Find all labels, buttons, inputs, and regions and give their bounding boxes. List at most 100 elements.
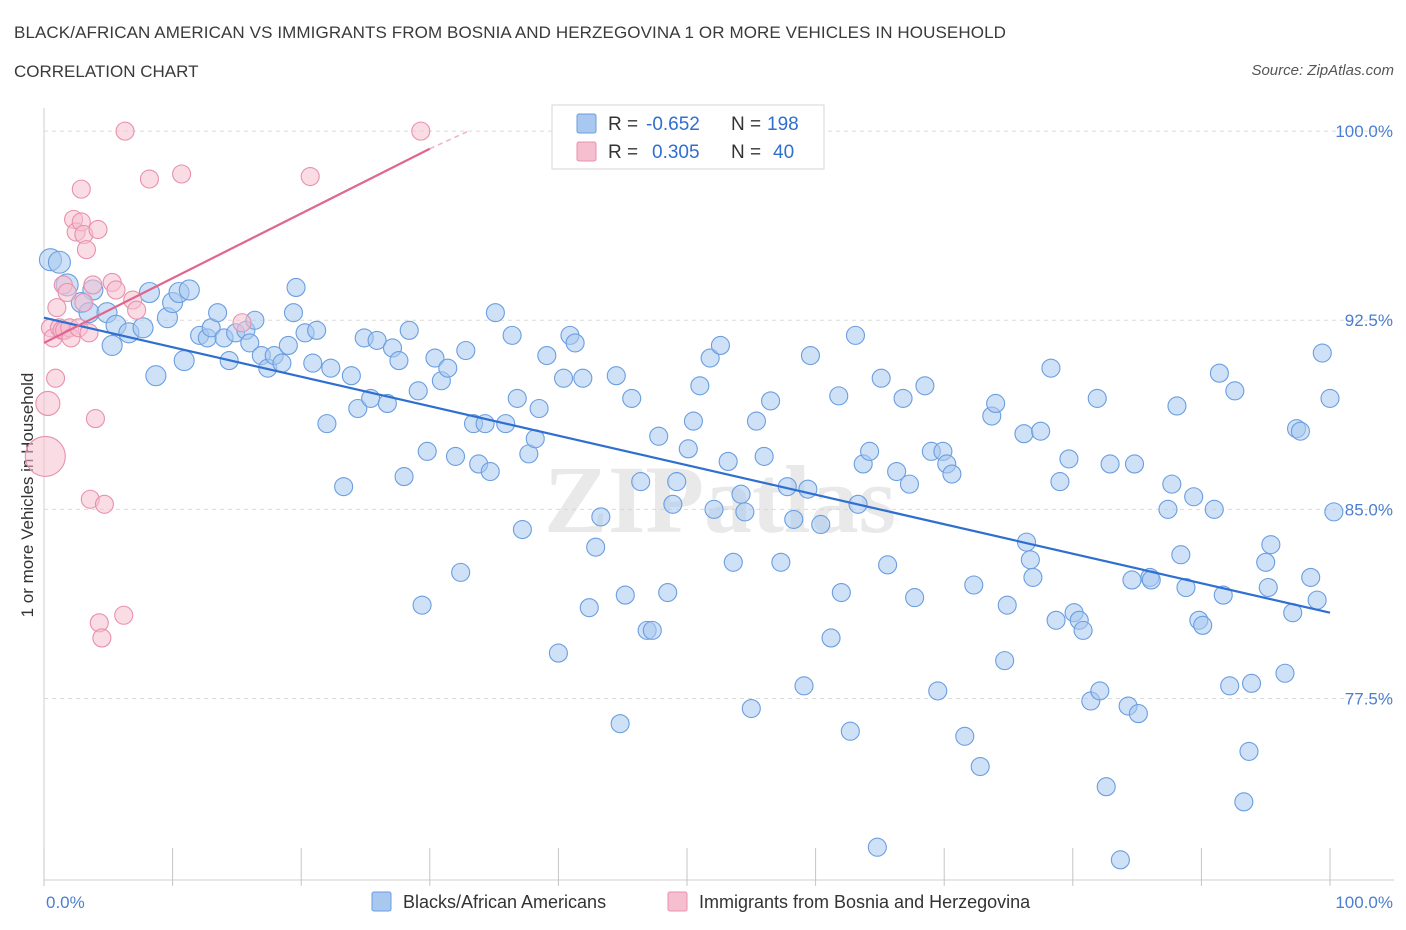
data-point-blacks (178, 279, 200, 301)
bottom-legend-label-blue: Blacks/African Americans (403, 892, 606, 912)
data-point-blacks (845, 325, 866, 345)
data-point-blacks (610, 714, 630, 734)
data-point-bosnia (172, 164, 192, 184)
data-point-blacks (860, 441, 880, 461)
data-point-bosnia (88, 219, 108, 240)
data-point-blacks (1234, 792, 1254, 812)
data-point-blacks (1225, 381, 1245, 401)
data-point-blacks (1242, 673, 1262, 693)
data-point-bosnia (411, 121, 431, 141)
data-point-blacks (997, 595, 1017, 615)
data-point-bosnia (106, 280, 126, 300)
data-point-blacks (317, 414, 337, 434)
data-point-blacks (1324, 502, 1344, 522)
data-point-blacks (438, 358, 458, 378)
data-point-blacks (1124, 454, 1145, 474)
data-point-bosnia (85, 409, 105, 429)
data-point-blacks (718, 451, 738, 471)
data-point-blacks (615, 585, 635, 605)
data-point-blacks (412, 595, 432, 615)
data-point-blacks (321, 358, 341, 378)
data-point-blacks (1261, 535, 1281, 555)
bottom-legend-label-pink: Immigrants from Bosnia and Herzegovina (699, 892, 1031, 912)
data-point-blacks (341, 366, 361, 386)
data-point-blacks (631, 472, 651, 492)
data-point-blacks (1239, 741, 1259, 761)
data-point-blacks (208, 303, 228, 323)
trend-line-blacks (43, 316, 1331, 614)
data-point-blacks (307, 320, 327, 340)
data-point-blacks (445, 446, 466, 466)
y-tick-label: 85.0% (1345, 500, 1393, 519)
source-credit: Source: ZipAtlas.com (1251, 62, 1394, 79)
data-point-blacks (800, 345, 821, 366)
data-point-blacks (667, 472, 687, 492)
data-point-bosnia (35, 390, 61, 416)
data-point-blacks (399, 320, 419, 340)
data-point-blacks (995, 651, 1015, 671)
data-point-blacks (893, 388, 913, 408)
data-point-blacks (829, 386, 849, 406)
data-point-bosnia (76, 240, 96, 260)
data-point-bosnia (92, 628, 112, 648)
data-point-blacks (173, 350, 195, 372)
data-point-blacks (502, 325, 522, 345)
data-point-blacks (451, 562, 471, 582)
data-point-blacks (1073, 620, 1093, 640)
legend-n-label: N = (731, 114, 761, 135)
data-point-blacks (887, 461, 907, 482)
data-point-blacks (690, 376, 710, 396)
data-point-bosnia (115, 121, 135, 141)
data-point-blacks (964, 575, 984, 595)
data-point-blacks (821, 628, 841, 648)
gridlines (44, 130, 1392, 699)
chart-title: BLACK/AFRICAN AMERICAN VS IMMIGRANTS FRO… (14, 23, 1006, 42)
data-point-blacks (622, 388, 642, 408)
data-point-blacks (1301, 567, 1321, 587)
data-point-bosnia (46, 368, 66, 388)
y-tick-label: 100.0% (1335, 122, 1393, 141)
legend-r-label: R = (608, 142, 638, 163)
data-point-blacks (1110, 850, 1130, 870)
axes (43, 108, 1394, 886)
data-point-blacks (591, 507, 611, 527)
legend-r-value-blue: -0.652 (646, 114, 700, 135)
data-point-blacks (710, 335, 730, 356)
data-point-bosnia (232, 313, 252, 333)
data-point-blacks (1020, 550, 1040, 570)
data-point-blacks (1167, 396, 1187, 416)
data-point-blacks (1220, 676, 1240, 696)
data-point-blacks (1171, 545, 1191, 565)
data-point-blacks (1041, 358, 1061, 378)
data-point-blacks (1096, 777, 1116, 797)
data-point-blacks (771, 552, 791, 572)
data-point-blacks (1090, 681, 1110, 701)
trend-lines (43, 130, 1331, 614)
data-point-blacks (278, 335, 298, 356)
data-point-blacks (537, 345, 557, 366)
data-point-blacks (132, 317, 154, 339)
data-point-blacks (1258, 577, 1278, 598)
data-point-blacks (915, 376, 935, 396)
data-point-blacks (1014, 424, 1034, 444)
legend-box: R = -0.652 N = 198 R = 0.305 N = 40 (551, 104, 825, 170)
data-point-blacks (658, 583, 678, 603)
data-point-blacks (101, 334, 123, 357)
data-point-blacks (1213, 585, 1233, 605)
data-point-blacks (1184, 487, 1204, 507)
data-point-blacks (1275, 663, 1295, 683)
data-point-blacks (334, 477, 354, 497)
legend-swatch-blue (576, 113, 597, 134)
data-point-blacks (700, 348, 720, 368)
data-point-bosnia (47, 298, 67, 318)
data-point-blacks (704, 499, 724, 519)
bottom-legend: Blacks/African Americans Immigrants from… (371, 891, 1031, 912)
data-point-blacks (761, 391, 781, 411)
data-point-blacks (417, 441, 437, 461)
data-point-blacks (642, 620, 662, 640)
data-point-blacks (905, 588, 925, 608)
data-point-blacks (794, 676, 814, 696)
data-point-blacks (348, 398, 368, 419)
data-point-blacks (878, 555, 898, 575)
data-point-blacks (425, 348, 445, 368)
